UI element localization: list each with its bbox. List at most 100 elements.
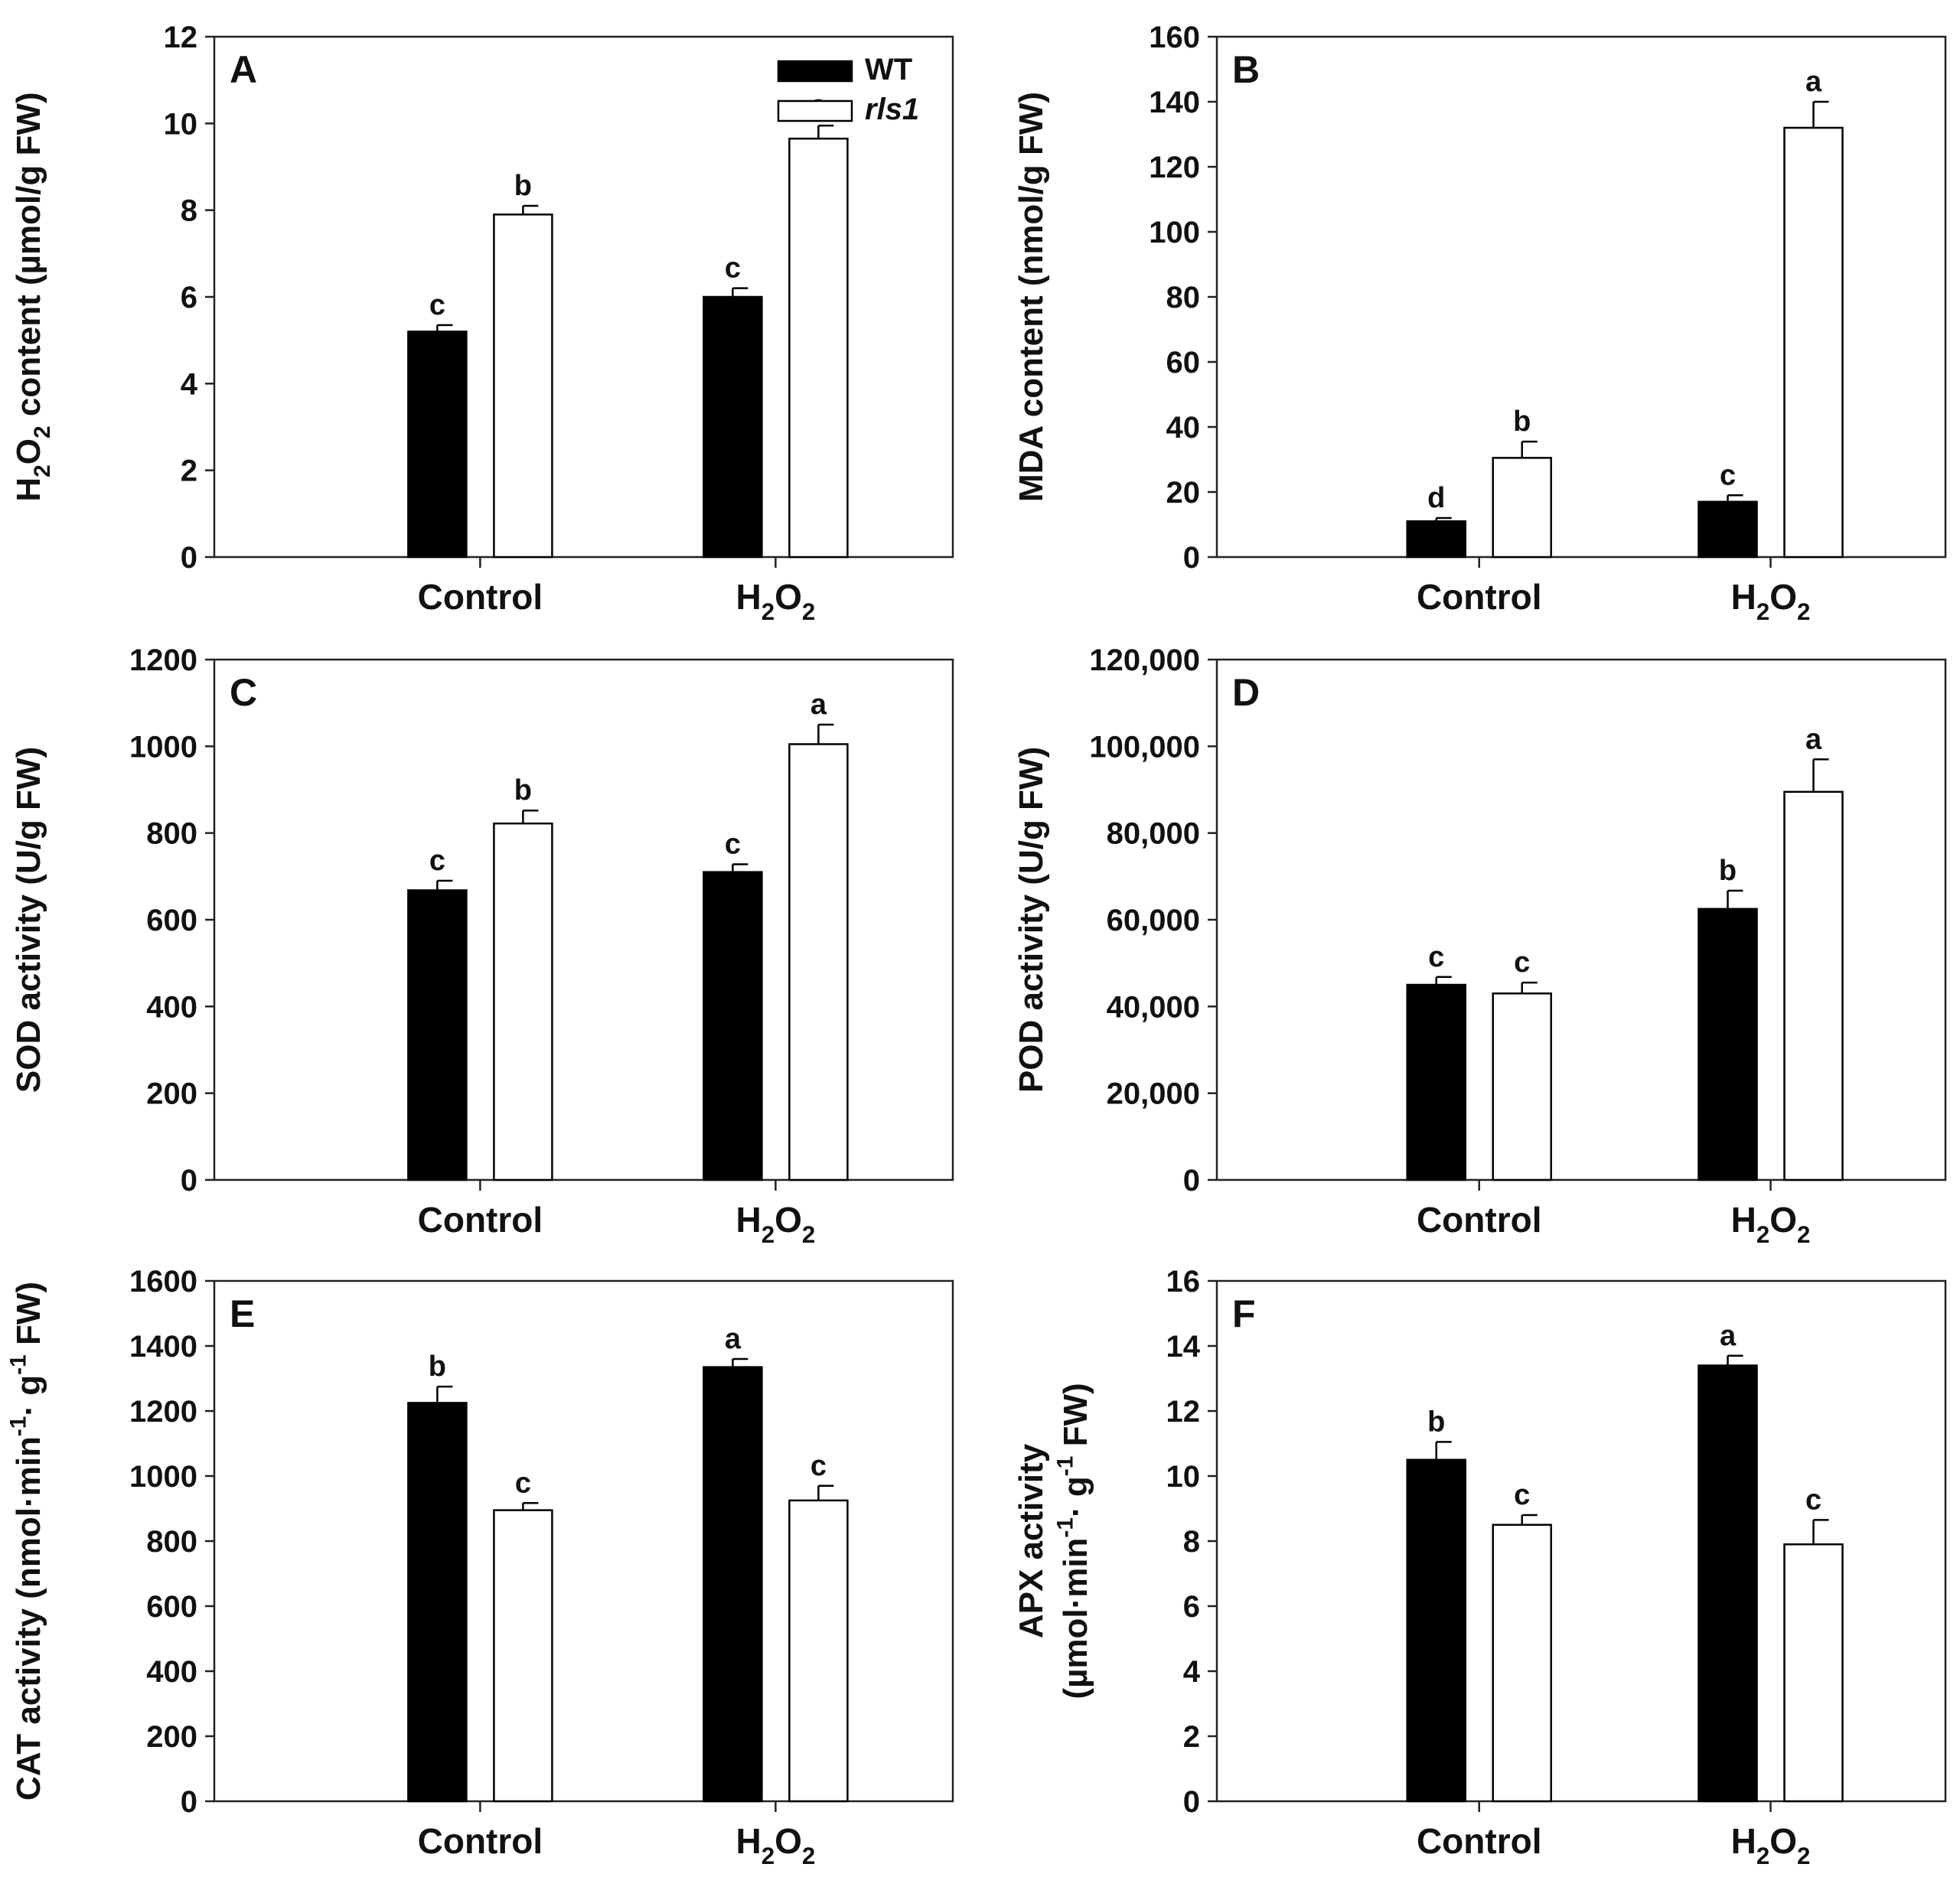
bar-rls1 xyxy=(1492,1523,1552,1803)
x-tick-label: Control xyxy=(418,1821,543,1861)
y-axis-title-part: MDA content (nmol/g FW) xyxy=(1013,92,1050,502)
bar-wt xyxy=(407,331,468,559)
x-tick-label-part: O xyxy=(1769,1200,1797,1240)
y-tick-label: 800 xyxy=(146,817,197,851)
y-tick-label: 14 xyxy=(1166,1330,1201,1364)
x-tick-label-part: 2 xyxy=(1756,1843,1769,1869)
legend-label: WT xyxy=(865,53,912,86)
x-tick-label-part: 2 xyxy=(1756,1221,1769,1248)
y-tick-label: 600 xyxy=(146,904,197,937)
x-tick-label-part: H xyxy=(736,577,761,617)
bar-rls1 xyxy=(788,1499,849,1803)
bar-wt xyxy=(1697,500,1758,559)
x-tick-label: H2O2 xyxy=(736,1200,816,1248)
bar-rls1 xyxy=(493,1509,553,1803)
significance-letter: b xyxy=(1513,406,1531,438)
bar-wt xyxy=(407,1402,468,1803)
significance-letter: c xyxy=(725,828,741,860)
y-axis-title-line2-part: (µmol·min xyxy=(1057,1538,1094,1699)
x-tick-label: Control xyxy=(418,1200,543,1240)
y-axis-title-part: · g xyxy=(10,1375,47,1416)
x-tick-label-part: 2 xyxy=(802,1843,815,1869)
y-tick-label: 160 xyxy=(1149,21,1200,54)
significance-letter: a xyxy=(810,689,827,721)
y-axis-title: POD activity (U/g FW) xyxy=(1013,747,1050,1093)
y-tick-label: 2 xyxy=(1183,1720,1200,1754)
chart-panel-d: 0 20,000 40,000 60,000 80,000 100,000 120,000 P… xyxy=(1013,644,1947,1248)
x-tick-label-part: 2 xyxy=(761,1221,775,1248)
bar-rls1 xyxy=(1492,457,1552,559)
significance-letter: b xyxy=(1719,855,1737,887)
significance-letter: a xyxy=(1805,723,1822,755)
bar-rls1 xyxy=(788,137,849,559)
significance-letter: c xyxy=(810,1450,827,1482)
significance-letter: a xyxy=(1805,66,1822,98)
y-tick-label: 100,000 xyxy=(1089,730,1200,764)
bar-wt xyxy=(1697,1364,1758,1803)
x-tick-label: Control xyxy=(1417,577,1542,617)
x-tick-label-part: 2 xyxy=(761,598,775,625)
y-tick-label: 1000 xyxy=(129,730,197,764)
y-tick-label: 60 xyxy=(1166,346,1201,380)
y-axis-title-part: APX activity xyxy=(1013,1443,1050,1638)
y-tick-label: 1200 xyxy=(129,1395,197,1429)
panel-letter: C xyxy=(230,671,257,714)
y-axis-title-part: O xyxy=(10,438,47,464)
bar-wt xyxy=(1406,520,1466,559)
y-tick-label: 60,000 xyxy=(1107,904,1200,937)
y-axis-title-part: SOD activity (U/g FW) xyxy=(10,747,47,1093)
y-tick-label: 6 xyxy=(1183,1590,1200,1624)
y-tick-label: 6 xyxy=(181,281,197,314)
bar-rls1 xyxy=(1492,992,1552,1181)
y-tick-label: 1200 xyxy=(129,644,197,677)
significance-letter: c xyxy=(1720,459,1736,491)
y-tick-label: 2 xyxy=(181,455,197,488)
significance-letter: a xyxy=(725,1323,742,1355)
y-tick-label: 80 xyxy=(1166,281,1201,314)
x-tick-label: H2O2 xyxy=(736,1821,816,1869)
x-tick-label: H2O2 xyxy=(1731,577,1811,625)
y-axis-title-part: FW) xyxy=(10,1282,47,1354)
bar-wt xyxy=(703,1366,763,1803)
bar-rls1 xyxy=(788,743,849,1181)
y-tick-label: 600 xyxy=(146,1590,197,1624)
bar-rls1 xyxy=(493,213,553,559)
significance-letter: c xyxy=(1514,1479,1530,1511)
bar-rls1 xyxy=(1783,1543,1844,1803)
panel-letter: F xyxy=(1232,1292,1256,1335)
bar-rls1 xyxy=(493,822,553,1181)
y-tick-label: 4 xyxy=(1183,1655,1201,1689)
legend-swatch xyxy=(777,60,853,83)
y-axis-title-line2-part: -1 xyxy=(1053,1517,1078,1538)
legend-swatch xyxy=(777,99,853,122)
bar-rls1 xyxy=(1783,790,1844,1181)
y-tick-label: 20 xyxy=(1166,476,1201,510)
x-tick-label-part: Control xyxy=(1417,1821,1542,1861)
y-tick-label: 12 xyxy=(164,21,198,54)
y-tick-label: 140 xyxy=(1149,86,1200,119)
y-axis-title-line2-part: FW) xyxy=(1057,1383,1094,1455)
bar-wt xyxy=(703,295,763,559)
y-axis-title-part: content (µmol/g FW) xyxy=(10,92,47,425)
y-tick-label: 120,000 xyxy=(1089,644,1200,677)
x-tick-label-part: H xyxy=(1731,1821,1756,1861)
y-tick-label: 120 xyxy=(1149,151,1200,184)
y-tick-label: 1400 xyxy=(129,1330,197,1364)
bar-wt xyxy=(1406,1458,1466,1803)
x-tick-label-part: O xyxy=(1769,1821,1797,1861)
x-tick-label-part: 2 xyxy=(1797,598,1810,625)
y-tick-label: 20,000 xyxy=(1107,1077,1200,1111)
y-tick-label: 0 xyxy=(181,541,197,575)
panel-letter: A xyxy=(230,48,257,91)
x-tick-label-part: Control xyxy=(418,1821,543,1861)
bar-wt xyxy=(1697,908,1758,1181)
bar-wt xyxy=(703,871,763,1181)
x-tick-label-part: H xyxy=(1731,577,1756,617)
y-tick-label: 8 xyxy=(181,194,197,228)
bar-wt xyxy=(1406,983,1466,1181)
y-axis-title: APX activity xyxy=(1013,1443,1050,1638)
y-tick-label: 0 xyxy=(181,1164,197,1198)
significance-letter: b xyxy=(1427,1406,1445,1438)
panel-letter: D xyxy=(1232,671,1260,714)
panel-letter: B xyxy=(1232,48,1260,91)
